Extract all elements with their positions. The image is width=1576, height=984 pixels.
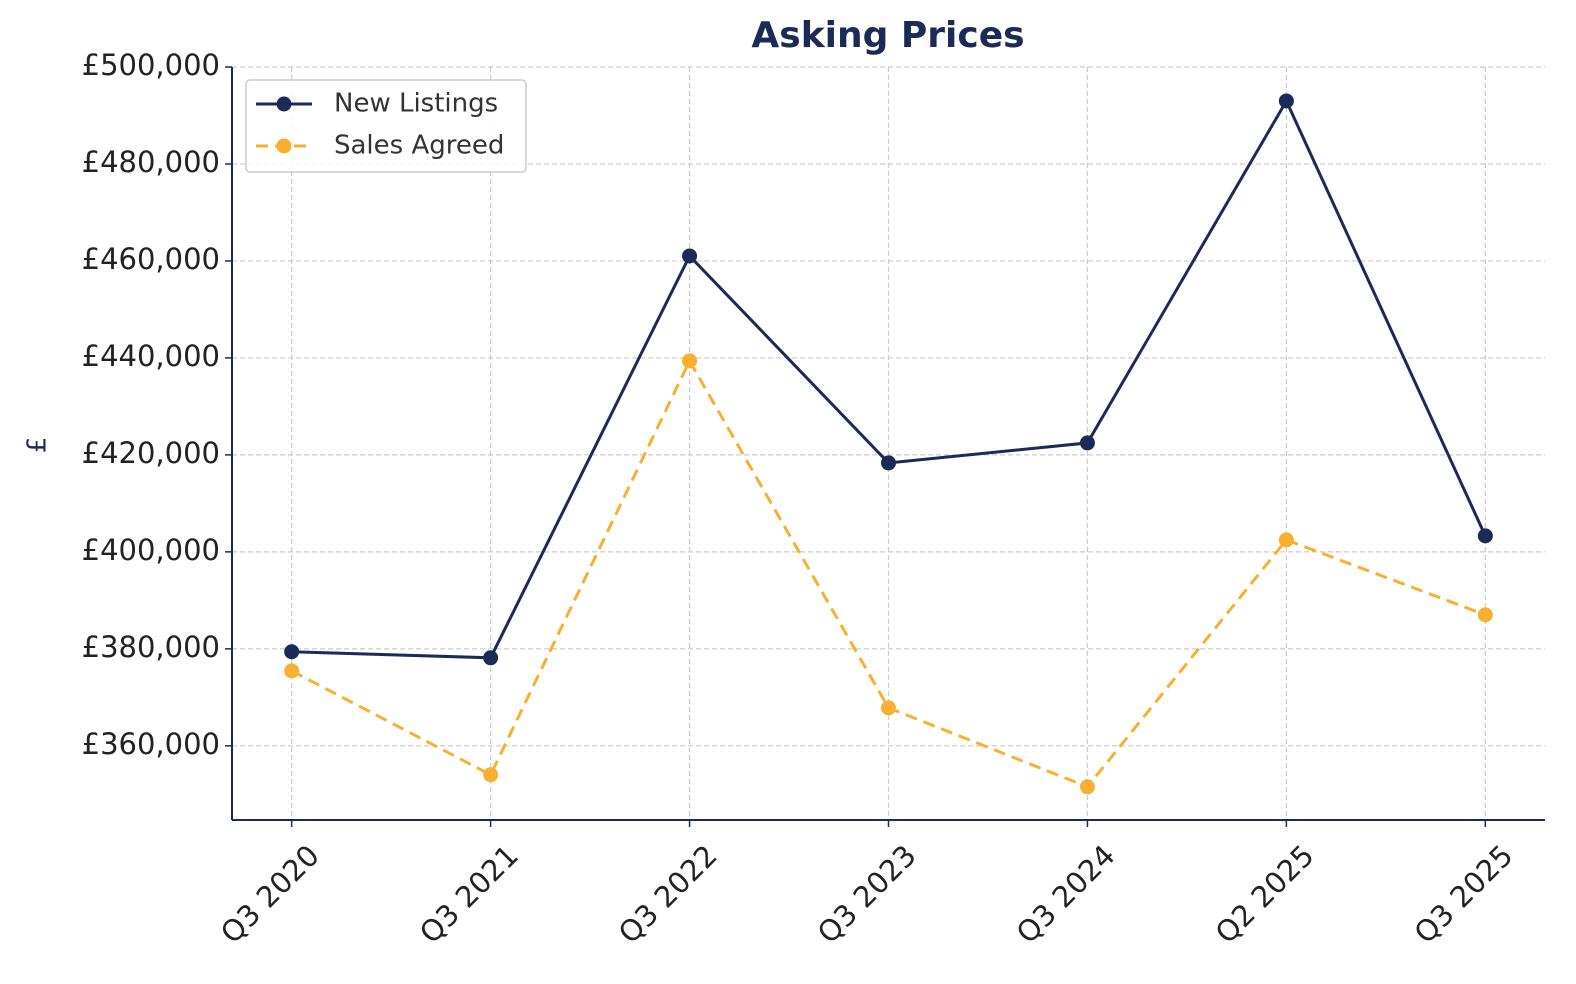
y-tick-label: £420,000 xyxy=(82,436,220,470)
x-tick-label: Q3 2023 xyxy=(811,838,923,950)
chart-title: Asking Prices xyxy=(751,15,1024,56)
y-tick-label: £500,000 xyxy=(82,48,220,82)
data-point xyxy=(483,650,499,666)
legend-marker xyxy=(276,138,292,154)
data-point xyxy=(1079,435,1095,451)
x-tick-label: Q3 2025 xyxy=(1408,838,1520,950)
data-point xyxy=(682,248,698,264)
y-tick-label: £440,000 xyxy=(82,339,220,373)
data-point xyxy=(483,767,499,783)
y-tick-label: £400,000 xyxy=(82,533,220,567)
x-tick-label: Q3 2021 xyxy=(413,838,525,950)
data-point xyxy=(1477,528,1493,544)
y-axis-label: £ xyxy=(23,437,53,454)
legend-marker xyxy=(276,96,292,112)
data-point xyxy=(284,663,300,679)
y-tick-label: £460,000 xyxy=(82,242,220,276)
y-tick-label: £380,000 xyxy=(82,630,220,664)
legend-box xyxy=(245,79,527,173)
x-tick-label: Q3 2022 xyxy=(612,838,724,950)
data-point xyxy=(1079,779,1095,795)
data-point xyxy=(881,700,896,716)
data-point xyxy=(682,353,698,369)
data-point xyxy=(284,644,300,660)
legend-label: New Listings xyxy=(334,89,498,119)
y-tick-label: £360,000 xyxy=(82,727,220,761)
x-tick-label: Q3 2020 xyxy=(214,838,326,950)
data-point xyxy=(1278,532,1294,548)
data-point xyxy=(881,455,896,471)
x-tick-label: Q2 2025 xyxy=(1209,838,1321,950)
data-point xyxy=(1278,93,1294,109)
data-point xyxy=(1477,607,1493,623)
legend-label: Sales Agreed xyxy=(334,131,504,161)
x-tick-label: Q3 2024 xyxy=(1010,838,1122,950)
y-tick-label: £480,000 xyxy=(82,145,220,179)
